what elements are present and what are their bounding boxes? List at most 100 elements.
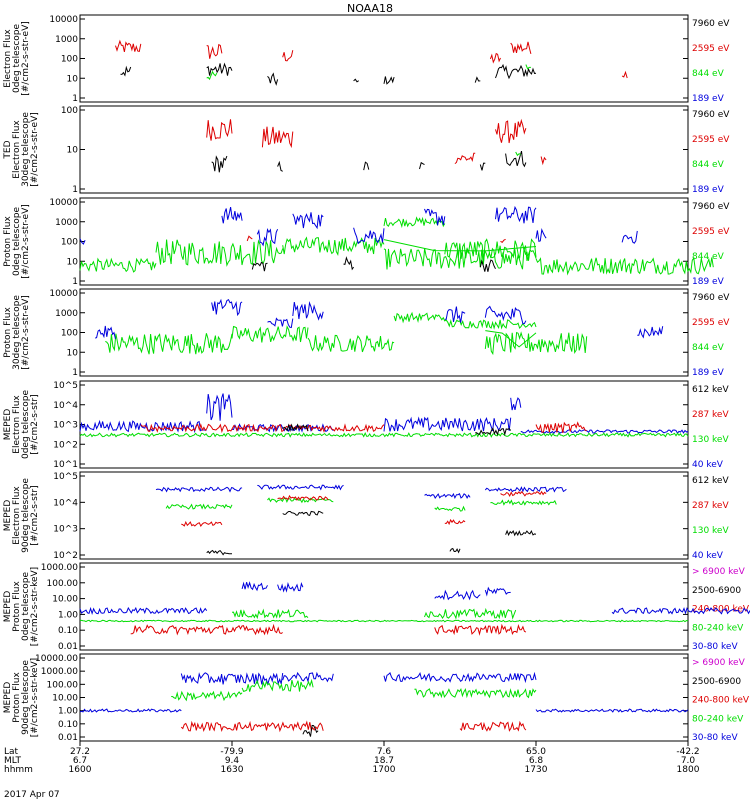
- y-label-line: 0deg telescope: [21, 572, 31, 642]
- y-tick-label: 10^1: [53, 460, 78, 470]
- x-tick-label: 6.8: [529, 756, 544, 766]
- y-label-line: Proton Flux: [3, 307, 13, 358]
- legend-item: 844 eV: [692, 252, 725, 262]
- panel-5: 10^5 10^4 10^3 10^2 10^1 MEPED Electron Flux 0d…: [3, 380, 729, 470]
- y-label-line: 90deg telescope: [21, 478, 31, 553]
- y-axis-label: Electron Flux 0deg telescope [#/cm2-s-str-…: [3, 21, 31, 96]
- legend-item: 2595 eV: [692, 135, 730, 145]
- legend-item: 130 keV: [692, 435, 729, 445]
- panel-3: 10000 1000 100 10 1 Proton Flux 0deg telescope…: [3, 197, 730, 287]
- series-segment: [464, 671, 537, 684]
- series-segment: [510, 397, 522, 411]
- series-segment: [282, 236, 385, 257]
- y-tick-label: 100: [61, 55, 78, 65]
- series-segment: [241, 678, 314, 693]
- y-label-line: [#/cm2-s-str]: [30, 394, 40, 454]
- y-label-line: [#/cm2-s-str-eV]: [21, 295, 31, 370]
- series-segment: [277, 581, 304, 593]
- legend-item: 287 keV: [692, 410, 729, 420]
- series-segment: [535, 708, 689, 713]
- series-blue: [79, 671, 689, 713]
- series-blue: [155, 484, 567, 500]
- y-tick-label: 1: [72, 185, 78, 195]
- series-segment: [155, 486, 243, 493]
- series-segment: [535, 227, 547, 242]
- series-segment: [206, 43, 223, 59]
- series-segment: [424, 607, 517, 620]
- series-segment: [434, 505, 466, 512]
- legend-item: 612 keV: [692, 385, 729, 395]
- y-tick-label: 10^2: [53, 551, 78, 561]
- y-tick-label: 1000.00: [41, 563, 78, 573]
- series-segment: [267, 317, 294, 329]
- panel-frame: [79, 653, 689, 742]
- y-axis-label: Proton Flux 0deg telescope [#/cm2-s-str-eV…: [3, 204, 31, 279]
- series-green: [79, 432, 689, 438]
- x-tick-label: 65.0: [526, 747, 546, 757]
- y-tick-label: 1000: [55, 309, 78, 319]
- panel-4: 10000 1000 100 10 1 Proton Flux 30deg telescop…: [3, 288, 730, 378]
- series-segment: [292, 301, 324, 321]
- x-tick-label: -79.9: [220, 747, 244, 757]
- series-segment: [489, 52, 501, 64]
- series-segment: [292, 212, 324, 230]
- y-label-line: 0deg telescope: [21, 390, 31, 460]
- series-segment: [282, 50, 294, 62]
- legend-item: 80-240 keV: [692, 623, 744, 633]
- series-segment: [393, 311, 446, 324]
- date-label: 2017 Apr 07: [4, 790, 60, 800]
- series-green: [515, 151, 522, 157]
- y-label-line: MEPED: [3, 500, 13, 532]
- y-label-line: MEPED: [3, 409, 13, 441]
- series-segment: [505, 150, 527, 168]
- series-black: [211, 150, 527, 173]
- y-axis-label: MEPED Proton Flux 0deg telescope [#/cm2-s-s…: [3, 567, 40, 646]
- series-red: [140, 421, 587, 434]
- series-red: [115, 39, 628, 79]
- x-tick-label: 1800: [677, 765, 700, 775]
- y-tick-label: 10000: [49, 15, 78, 25]
- y-tick-label: 10.00: [52, 694, 78, 704]
- series-segment: [277, 494, 329, 501]
- series-segment: [353, 78, 359, 83]
- legend-item: 844 eV: [692, 69, 725, 79]
- series-segment: [535, 421, 587, 433]
- y-tick-label: 0.01: [58, 642, 78, 652]
- series-segment: [120, 65, 132, 77]
- series-green: [79, 216, 714, 276]
- x-row-label: hhmm: [4, 765, 33, 775]
- y-tick-label: 10: [67, 348, 79, 358]
- y-tick-label: 10: [67, 146, 79, 156]
- series-segment: [535, 256, 714, 276]
- legend-item: 189 eV: [692, 94, 725, 104]
- legend-item: 130 keV: [692, 526, 729, 536]
- series-segment: [383, 247, 537, 270]
- series-black: [282, 423, 512, 437]
- series-segment: [206, 70, 218, 81]
- series-segment: [302, 724, 319, 737]
- y-label-line: Proton Flux: [12, 581, 22, 632]
- series-segment: [206, 119, 233, 141]
- series-blue: [79, 205, 638, 247]
- series-segment: [621, 230, 638, 244]
- x-row-label: Lat: [4, 747, 19, 757]
- series-segment: [261, 126, 294, 149]
- legend-item: 287 keV: [692, 501, 729, 511]
- series-segment: [79, 432, 689, 438]
- y-tick-label: 100: [61, 329, 78, 339]
- y-tick-label: 10000: [49, 198, 78, 208]
- series-segment: [490, 499, 557, 506]
- y-tick-label: 1000: [55, 218, 78, 228]
- y-label-line: [#/cm2-s-str-eV]: [30, 112, 40, 187]
- panel-frame: [79, 471, 689, 560]
- x-tick-label: 9.4: [225, 756, 240, 766]
- series-blue: [79, 581, 750, 616]
- series-segment: [383, 239, 537, 252]
- series-segment: [454, 152, 476, 165]
- legend-item: 2595 eV: [692, 227, 730, 237]
- panel-7: 1000.00 100.00 10.00 1.00 0.10 0.01 MEPED Proto…: [3, 562, 750, 652]
- series-segment: [459, 720, 527, 732]
- y-label-line: 30deg telescope: [21, 112, 31, 187]
- y-tick-label: 10^4: [53, 498, 78, 508]
